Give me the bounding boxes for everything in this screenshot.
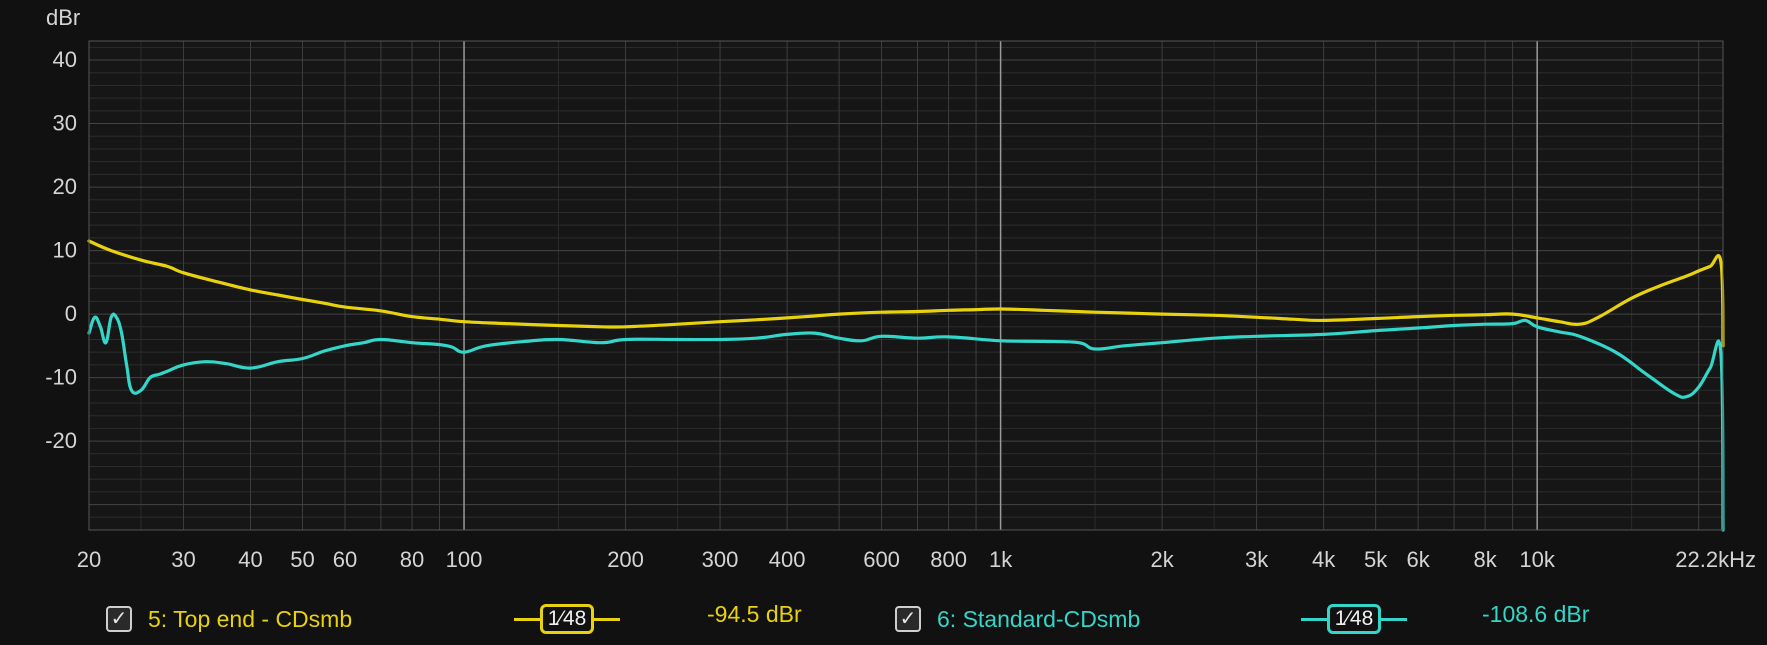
series-2-line-swatch-left bbox=[1301, 617, 1327, 621]
major-grid bbox=[89, 41, 1723, 530]
series-2-smoothing-badge[interactable]: 1⁄48 bbox=[1327, 604, 1381, 634]
series-line-2 bbox=[87, 312, 1725, 532]
series-2-line-swatch-right bbox=[1381, 617, 1407, 621]
x-tick-label: 40 bbox=[238, 547, 262, 572]
plot-background bbox=[89, 41, 1723, 530]
y-tick-label: 40 bbox=[53, 47, 77, 72]
series-1-checkbox[interactable]: ✓ bbox=[106, 606, 132, 632]
y-tick-labels: 40 30 20 10 0 -10 -20 bbox=[45, 47, 77, 453]
series-1-smoothing[interactable]: 1⁄48 bbox=[514, 603, 620, 635]
series-1-line-swatch-right bbox=[594, 617, 620, 621]
x-tick-label: 400 bbox=[769, 547, 806, 572]
y-tick-label: 0 bbox=[65, 301, 77, 326]
series-2-level: -108.6 dBr bbox=[1482, 601, 1590, 627]
series-1-label: 5: Top end - CDsmb bbox=[148, 605, 353, 632]
x-tick-label: 2k bbox=[1150, 547, 1174, 572]
series-1-level: -94.5 dBr bbox=[707, 601, 802, 627]
legend-item-standard[interactable]: ✓ 6: Standard-CDsmb bbox=[895, 597, 1140, 641]
x-tick-labels: 20 30 40 50 60 80 100 200 300 400 600 800 1k 2k 3k 4k 5k… bbox=[77, 547, 1756, 572]
y-tick-label: 20 bbox=[53, 174, 77, 199]
x-tick-label: 5k bbox=[1364, 547, 1388, 572]
x-tick-label: 30 bbox=[171, 547, 195, 572]
series-1-smoothing-badge[interactable]: 1⁄48 bbox=[540, 604, 594, 634]
y-tick-label: -10 bbox=[45, 365, 77, 390]
x-tick-label: 6k bbox=[1407, 547, 1431, 572]
x-tick-label: 10k bbox=[1519, 547, 1555, 572]
x-tick-label: 1k bbox=[989, 547, 1013, 572]
x-tick-label: 800 bbox=[930, 547, 967, 572]
x-tick-label: 3k bbox=[1245, 547, 1269, 572]
x-tick-label: 22.2kHz bbox=[1675, 547, 1756, 572]
series-2-label: 6: Standard-CDsmb bbox=[937, 605, 1141, 632]
x-tick-label: 20 bbox=[77, 547, 101, 572]
legend-item-top-end[interactable]: ✓ 5: Top end - CDsmb bbox=[106, 597, 352, 641]
x-tick-label: 600 bbox=[863, 547, 900, 572]
y-tick-label: -20 bbox=[45, 428, 77, 453]
x-tick-label: 50 bbox=[290, 547, 314, 572]
x-tick-label: 60 bbox=[333, 547, 357, 572]
x-tick-label: 80 bbox=[400, 547, 424, 572]
series-2-smoothing[interactable]: 1⁄48 bbox=[1301, 603, 1407, 635]
x-tick-label: 8k bbox=[1474, 547, 1498, 572]
series-2-checkbox[interactable]: ✓ bbox=[895, 606, 921, 632]
x-tick-label: 300 bbox=[702, 547, 739, 572]
y-tick-label: 10 bbox=[53, 238, 77, 263]
x-tick-label: 200 bbox=[607, 547, 644, 572]
x-tick-label: 100 bbox=[446, 547, 483, 572]
x-tick-label: 4k bbox=[1312, 547, 1336, 572]
series-layer bbox=[87, 239, 1725, 532]
series-1-line-swatch-left bbox=[514, 617, 540, 621]
plot-frame bbox=[88, 40, 1724, 531]
y-axis-label: dBr bbox=[46, 5, 80, 30]
y-tick-label: 30 bbox=[53, 111, 77, 136]
series-line-1 bbox=[87, 239, 1725, 348]
